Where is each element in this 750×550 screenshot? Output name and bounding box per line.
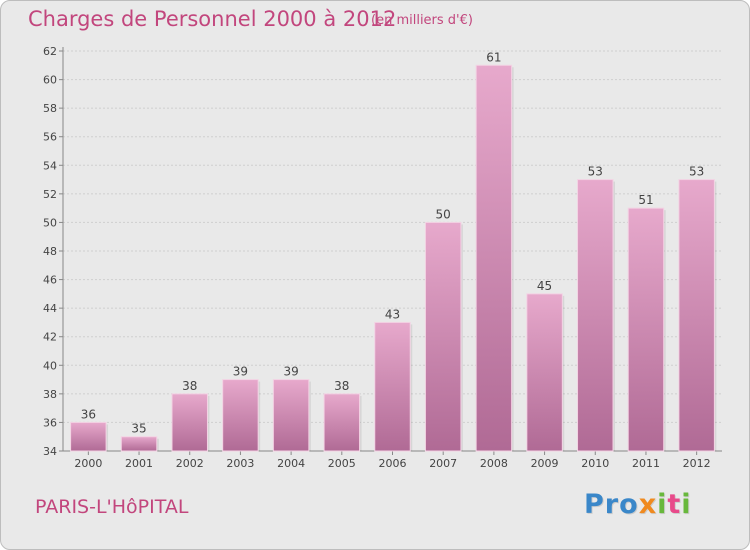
x-tick-label: 2001 bbox=[125, 457, 153, 470]
data-label: 36 bbox=[81, 407, 96, 421]
y-tick-label: 56 bbox=[43, 131, 57, 144]
bar-2007 bbox=[424, 221, 462, 452]
data-label: 38 bbox=[334, 379, 349, 393]
data-label: 39 bbox=[233, 365, 248, 379]
logo-letter: o bbox=[619, 489, 639, 520]
bar-2008 bbox=[475, 64, 513, 452]
x-tick-label: 2000 bbox=[74, 457, 102, 470]
x-tick-label: 2011 bbox=[632, 457, 660, 470]
y-tick-label: 60 bbox=[43, 74, 57, 87]
x-tick-label: 2005 bbox=[328, 457, 356, 470]
x-tick-label: 2004 bbox=[277, 457, 305, 470]
bar-2006 bbox=[374, 321, 411, 452]
data-labels: 36 35 38 39 39 38 43 50 61 45 53 51 53 bbox=[81, 50, 705, 435]
data-label: 38 bbox=[182, 379, 197, 393]
data-label: 39 bbox=[283, 365, 298, 379]
y-tick-label: 38 bbox=[43, 388, 57, 401]
y-tick-label: 42 bbox=[43, 331, 57, 344]
data-label: 43 bbox=[385, 307, 400, 321]
x-tick-label: 2010 bbox=[581, 457, 609, 470]
y-tick-label: 52 bbox=[43, 188, 57, 201]
x-tick-label: 2009 bbox=[531, 457, 559, 470]
logo-letter: x bbox=[638, 489, 658, 520]
y-tick-label: 34 bbox=[43, 445, 57, 458]
proxiti-logo[interactable]: Proxiti bbox=[584, 489, 692, 520]
chart-title: Charges de Personnel 2000 à 2012 bbox=[28, 7, 397, 31]
commune-name: PARIS-L'HôPITAL bbox=[35, 496, 189, 518]
logo-letter: i bbox=[657, 489, 668, 520]
data-label: 35 bbox=[131, 422, 146, 436]
y-tick-label: 58 bbox=[43, 102, 57, 115]
data-label: 53 bbox=[689, 165, 704, 179]
bar-2004 bbox=[272, 379, 310, 452]
data-label: 51 bbox=[638, 193, 653, 207]
logo-letter: r bbox=[604, 489, 620, 520]
x-tick-label: 2003 bbox=[226, 457, 254, 470]
logo-letter: i bbox=[681, 489, 692, 520]
bar-2002 bbox=[171, 393, 208, 452]
y-tick-label: 62 bbox=[43, 45, 57, 58]
data-label: 61 bbox=[486, 50, 501, 64]
y-tick-label: 50 bbox=[43, 216, 57, 229]
data-label: 50 bbox=[436, 207, 451, 221]
logo-letter: P bbox=[584, 489, 605, 520]
bar-2005 bbox=[323, 393, 361, 452]
y-tick-label: 44 bbox=[43, 302, 57, 315]
data-label: 45 bbox=[537, 279, 552, 293]
bar-2000 bbox=[70, 421, 107, 452]
logo-letter: t bbox=[667, 489, 682, 520]
x-tick-label: 2006 bbox=[379, 457, 407, 470]
data-label: 53 bbox=[588, 165, 603, 179]
chart-subtitle: (en milliers d'€) bbox=[371, 13, 473, 28]
bar-2012 bbox=[678, 179, 715, 452]
y-tick-label: 36 bbox=[43, 416, 57, 429]
bars bbox=[70, 64, 717, 452]
x-tick-label: 2008 bbox=[480, 457, 508, 470]
bar-2001 bbox=[120, 436, 158, 452]
y-tick-label: 48 bbox=[43, 245, 57, 258]
y-tick-label: 40 bbox=[43, 359, 57, 372]
bar-2011 bbox=[627, 207, 665, 452]
y-tick-label: 46 bbox=[43, 274, 57, 287]
bar-2009 bbox=[526, 293, 563, 452]
x-tick-label: 2012 bbox=[683, 457, 711, 470]
y-tick-label: 54 bbox=[43, 159, 57, 172]
bar-2003 bbox=[222, 379, 259, 452]
x-tick-label: 2002 bbox=[176, 457, 204, 470]
x-tick-label: 2007 bbox=[429, 457, 457, 470]
bar-2010 bbox=[577, 179, 614, 452]
